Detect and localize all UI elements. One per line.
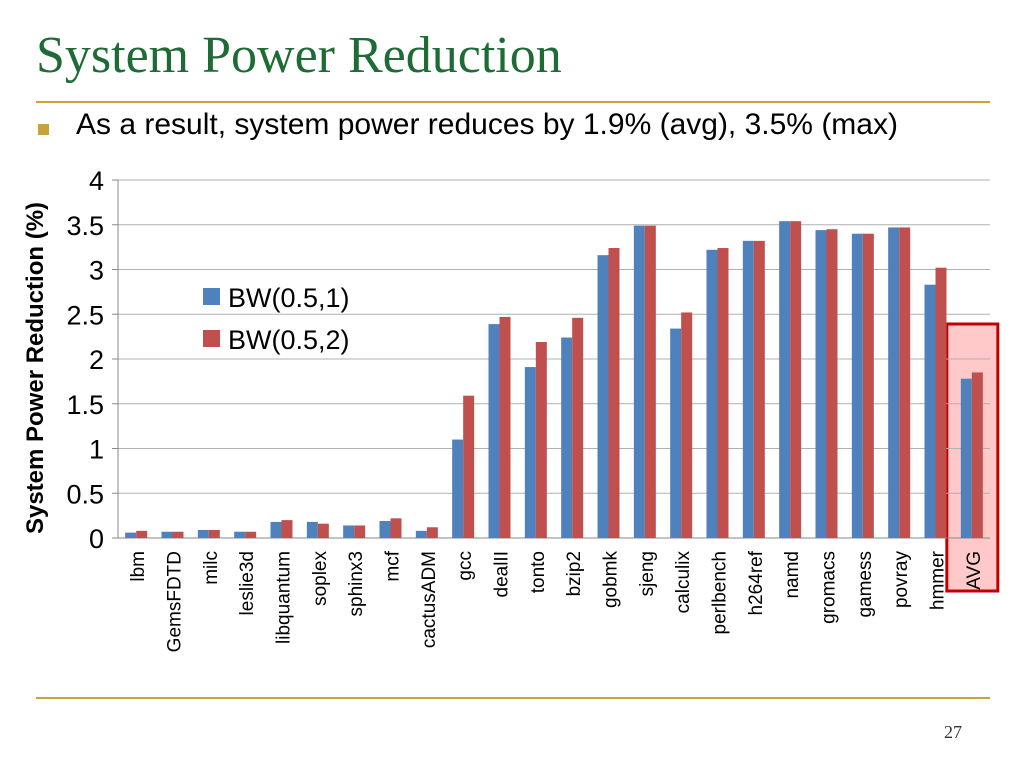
y-tick-label: 2 <box>89 345 104 375</box>
bar-sphinx3-series-1 <box>343 525 355 538</box>
slide-title: System Power Reduction <box>36 27 562 84</box>
bar-gcc-series-2 <box>463 395 475 538</box>
y-tick-label: 1 <box>89 435 104 465</box>
bar-bzip2-series-1 <box>561 337 573 538</box>
bar-AVG-series-1 <box>960 378 972 538</box>
bar-soplex-series-2 <box>317 523 329 538</box>
x-tick-label: calculix <box>673 551 694 614</box>
bar-sjeng-series-1 <box>633 225 645 538</box>
y-tick-label: 0 <box>89 524 104 554</box>
bar-cactusADM-series-1 <box>415 530 427 538</box>
x-tick-label: mcf <box>383 550 404 581</box>
x-tick-label: GemsFDTD <box>165 551 186 652</box>
bar-AVG-series-2 <box>971 372 983 538</box>
title-divider <box>36 101 990 103</box>
x-tick-label: leslie3d <box>237 551 258 615</box>
bar-sjeng-series-2 <box>644 225 656 538</box>
x-tick-label: gamess <box>855 551 876 618</box>
bar-calculix-series-2 <box>681 312 693 538</box>
bar-hmmer-series-1 <box>924 284 936 538</box>
y-tick-label: 2.5 <box>66 300 104 330</box>
bar-gamess-series-2 <box>862 233 874 538</box>
bar-GemsFDTD-series-2 <box>172 531 184 538</box>
x-tick-label: sjeng <box>637 551 658 596</box>
x-tick-label: h264ref <box>746 550 767 615</box>
y-tick-label: 3.5 <box>66 211 104 241</box>
bar-bzip2-series-2 <box>572 317 584 538</box>
bar-lbm-series-1 <box>125 532 137 538</box>
bar-libquantum-series-1 <box>270 521 282 538</box>
bar-namd-series-2 <box>790 221 802 539</box>
bar-gobmk-series-2 <box>608 248 620 538</box>
bar-h264ref-series-1 <box>742 240 754 539</box>
x-tick-label: milc <box>201 551 222 585</box>
x-tick-label: tonto <box>528 551 549 593</box>
x-tick-label: dealII <box>492 551 513 597</box>
bullet-text: As a result, system power reduces by 1.9… <box>76 108 898 141</box>
bar-cactusADM-series-2 <box>426 527 438 538</box>
bar-mcf-series-1 <box>379 520 391 538</box>
bar-leslie3d-series-1 <box>234 531 246 538</box>
bar-chart: 0 0.5 1 1.5 2 2.5 3 3.5 4 lbm GemsFDTD milc leslie3… <box>22 166 1000 652</box>
bar-milc-series-2 <box>208 529 220 538</box>
x-tick-label: gcc <box>455 551 476 581</box>
bar-soplex-series-1 <box>306 521 318 538</box>
bar-lbm-series-2 <box>136 530 148 538</box>
x-tick-label: perlbench <box>710 551 731 634</box>
x-tick-label: gromacs <box>819 551 840 624</box>
x-tick-label: bzip2 <box>564 551 585 596</box>
bar-h264ref-series-2 <box>753 240 765 539</box>
bar-povray-series-2 <box>899 227 911 538</box>
bar-gamess-series-1 <box>851 233 863 538</box>
footer-divider <box>36 697 990 699</box>
legend-swatch-series-2 <box>203 330 220 347</box>
legend-swatch-series-1 <box>203 288 220 305</box>
bar-libquantum-series-2 <box>281 520 293 538</box>
y-axis-label: System Power Reduction (%) <box>22 202 49 534</box>
y-axis-ticks: 0 0.5 1 1.5 2 2.5 3 3.5 4 <box>66 166 119 554</box>
x-tick-label: libquantum <box>274 551 295 644</box>
bar-leslie3d-series-2 <box>245 531 257 538</box>
x-tick-label: gobmk <box>601 551 622 609</box>
y-tick-label: 0.5 <box>66 479 104 509</box>
x-tick-label: AVG <box>964 551 985 590</box>
bar-perlbench-series-1 <box>706 249 718 538</box>
bars <box>125 221 983 539</box>
x-tick-label: lbm <box>128 551 149 582</box>
x-axis-ticks: lbm GemsFDTD milc leslie3d libquantum soplex s… <box>128 550 985 652</box>
legend: BW(0.5,1) BW(0.5,2) <box>203 283 350 355</box>
x-tick-label: povray <box>891 551 912 609</box>
bar-namd-series-1 <box>779 221 791 539</box>
bar-hmmer-series-2 <box>935 267 947 538</box>
bar-gcc-series-1 <box>452 439 464 538</box>
bar-perlbench-series-2 <box>717 248 729 538</box>
gridlines <box>118 179 990 539</box>
bar-gromacs-series-2 <box>826 229 838 538</box>
bar-gromacs-series-1 <box>815 230 827 538</box>
bar-GemsFDTD-series-1 <box>161 531 173 538</box>
x-tick-label: namd <box>782 551 803 599</box>
bar-gobmk-series-1 <box>597 255 609 538</box>
page-number: 27 <box>944 722 962 742</box>
y-tick-label: 4 <box>89 166 104 196</box>
x-tick-label: soplex <box>310 551 331 606</box>
bar-calculix-series-1 <box>670 328 682 538</box>
y-tick-label: 1.5 <box>66 390 104 420</box>
bullet-square-icon <box>38 124 49 135</box>
legend-label-series-2: BW(0.5,2) <box>228 325 350 355</box>
bar-milc-series-1 <box>197 529 209 538</box>
bar-povray-series-1 <box>888 227 900 538</box>
x-tick-label: hmmer <box>928 550 949 610</box>
bar-tonto-series-2 <box>535 341 547 538</box>
bar-mcf-series-2 <box>390 518 402 538</box>
bar-dealII-series-2 <box>499 316 511 538</box>
legend-label-series-1: BW(0.5,1) <box>228 283 350 313</box>
bar-sphinx3-series-2 <box>354 525 366 538</box>
x-tick-label: cactusADM <box>419 551 440 648</box>
bar-tonto-series-1 <box>524 367 536 538</box>
y-tick-label: 3 <box>89 256 104 286</box>
x-tick-label: sphinx3 <box>346 551 367 617</box>
bar-dealII-series-1 <box>488 324 500 538</box>
